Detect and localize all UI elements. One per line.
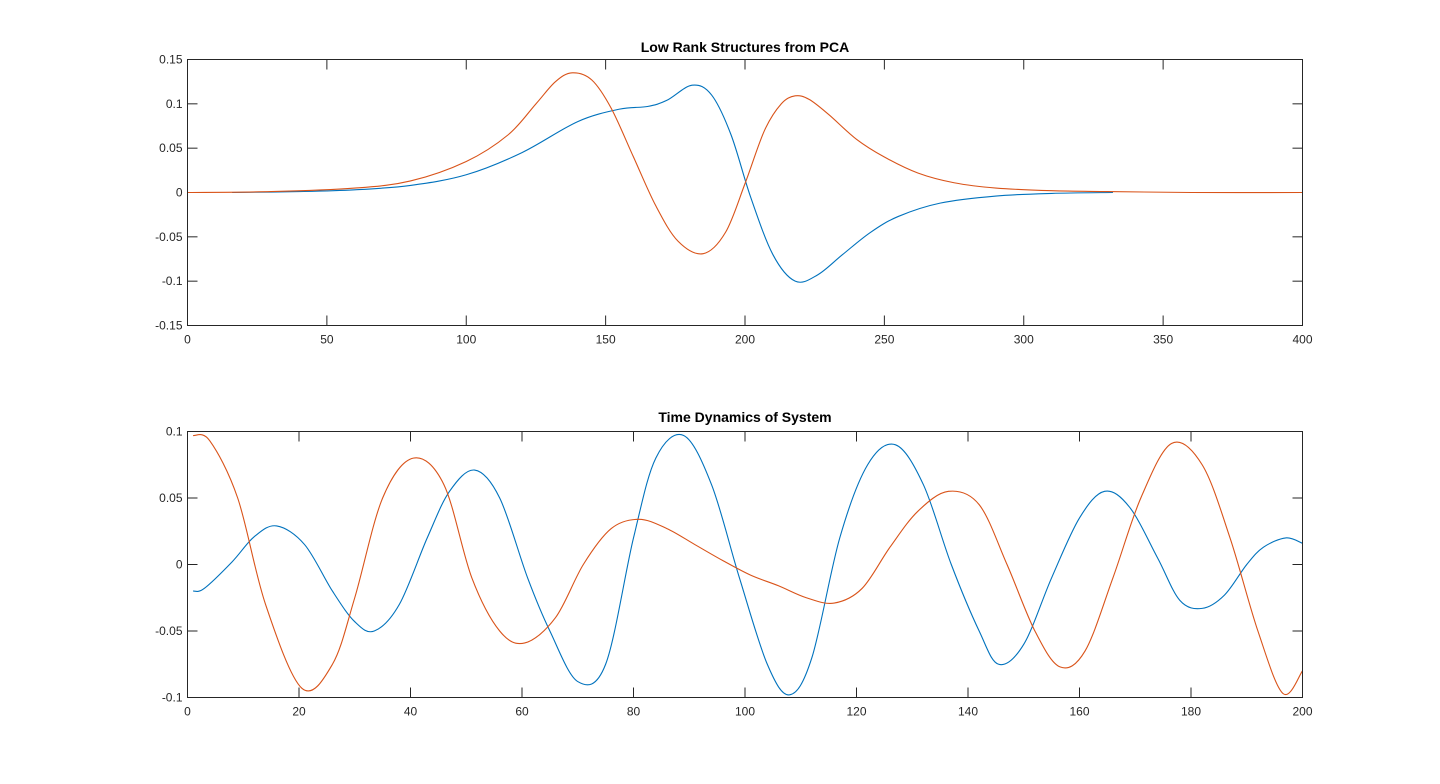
series-group — [187, 72, 1303, 283]
series-line — [187, 72, 1303, 255]
x-tick-label: 0 — [184, 705, 191, 719]
y-tick-label: 0.1 — [166, 97, 183, 111]
y-tick-label: -0.1 — [162, 274, 183, 288]
axes-box — [187, 59, 1303, 326]
x-tick-label: 80 — [627, 705, 641, 719]
y-tick-label: 0.05 — [159, 141, 183, 155]
series-group — [192, 433, 1303, 696]
x-tick-label: 0 — [184, 333, 191, 347]
tick-group: 0 20 40 60 80 100 120 140 160 180 200 -0.1 -0.05 0 0.0… — [155, 425, 1313, 719]
x-tick-label: 160 — [1069, 705, 1089, 719]
x-tick-label: 150 — [596, 333, 616, 347]
x-tick-label: 40 — [404, 705, 418, 719]
y-tick-label: 0.15 — [159, 53, 183, 67]
x-tick-label: 180 — [1181, 705, 1201, 719]
series-line — [192, 434, 1303, 696]
x-tick-label: 50 — [320, 333, 334, 347]
y-tick-label: 0.05 — [159, 491, 183, 505]
x-tick-label: 400 — [1292, 333, 1312, 347]
y-tick-label: -0.1 — [162, 691, 183, 705]
x-tick-label: 120 — [846, 705, 866, 719]
y-tick-label: 0 — [176, 186, 183, 200]
x-tick-label: 200 — [1292, 705, 1312, 719]
x-tick-label: 350 — [1153, 333, 1173, 347]
x-tick-label: 300 — [1014, 333, 1034, 347]
axes-box — [187, 431, 1303, 698]
y-tick-label: -0.05 — [155, 230, 183, 244]
x-tick-label: 100 — [735, 705, 755, 719]
axes-bottom: Time Dynamics of System 0 20 40 60 80 100 120 1… — [155, 409, 1313, 719]
x-tick-label: 250 — [874, 333, 894, 347]
x-tick-label: 200 — [735, 333, 755, 347]
series-line — [232, 84, 1113, 283]
x-tick-label: 140 — [958, 705, 978, 719]
x-tick-label: 100 — [456, 333, 476, 347]
x-tick-label: 60 — [515, 705, 529, 719]
y-tick-label: 0 — [176, 558, 183, 572]
y-tick-label: -0.15 — [155, 319, 183, 333]
tick-group: 0 50 100 150 200 250 300 350 400 -0.15 -0.1 -0.05 0 0… — [155, 53, 1313, 347]
chart-title: Time Dynamics of System — [658, 409, 831, 425]
x-tick-label: 20 — [292, 705, 306, 719]
axes-top: Low Rank Structures from PCA 0 50 100 150 20… — [155, 39, 1313, 347]
series-line — [192, 433, 1303, 696]
y-tick-label: 0.1 — [166, 425, 183, 439]
y-tick-label: -0.05 — [155, 624, 183, 638]
chart-title: Low Rank Structures from PCA — [641, 39, 849, 55]
